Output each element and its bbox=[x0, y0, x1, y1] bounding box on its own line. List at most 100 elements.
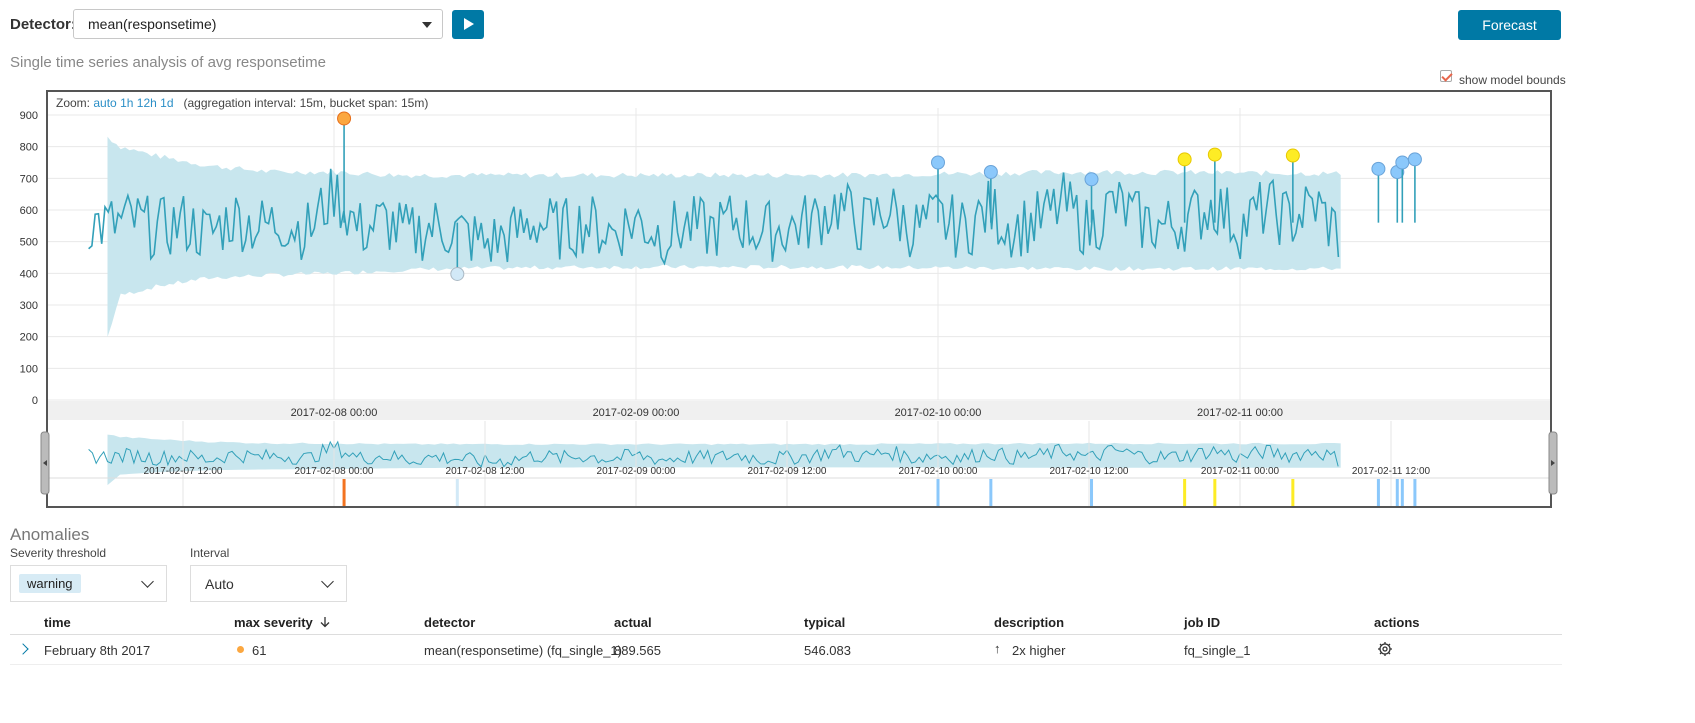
column-header-time[interactable]: time bbox=[44, 615, 71, 630]
swimlane-anomaly-bar bbox=[1213, 479, 1217, 506]
context-x-tick-label: 2017-02-11 12:00 bbox=[1352, 466, 1431, 477]
swimlane-anomaly-bar bbox=[936, 479, 940, 506]
show-model-bounds-toggle[interactable]: show model bounds bbox=[1440, 68, 1566, 87]
swimlane-anomaly-bar bbox=[1183, 479, 1187, 506]
cell-time: February 8th 2017 bbox=[44, 643, 151, 658]
severity-threshold-select[interactable]: warning bbox=[10, 565, 167, 602]
severity-dot-icon bbox=[237, 646, 244, 653]
context-x-tick-label: 2017-02-08 12:00 bbox=[446, 466, 525, 477]
swimlane-anomaly-bar bbox=[1400, 479, 1404, 506]
column-header-description[interactable]: description bbox=[994, 615, 1065, 630]
anomaly-marker bbox=[983, 165, 998, 179]
swimlane-anomaly-bar bbox=[1291, 479, 1295, 506]
context-x-tick-label: 2017-02-11 00:00 bbox=[1201, 466, 1280, 477]
zoom-12h[interactable]: 12h bbox=[136, 96, 157, 110]
swimlane-anomaly-bar bbox=[1090, 479, 1094, 506]
brush-handle-right-arrow-icon bbox=[1551, 460, 1555, 466]
context-x-tick-label: 2017-02-08 00:00 bbox=[295, 466, 374, 477]
swimlane-anomaly-bar bbox=[1376, 479, 1380, 506]
column-header-job-id[interactable]: job ID bbox=[1184, 615, 1221, 630]
cell-typical: 546.083 bbox=[804, 643, 851, 658]
column-header-actual[interactable]: actual bbox=[614, 615, 652, 630]
forecast-button[interactable]: Forecast bbox=[1458, 10, 1561, 40]
y-tick-label: 600 bbox=[20, 205, 38, 217]
anomaly-marker bbox=[1177, 152, 1192, 167]
time-series-chart[interactable]: 0 100 200 300 400 500 600 700 800 900 2017-02-08 0… bbox=[0, 0, 1695, 520]
column-header-max-severity[interactable]: max severity bbox=[234, 615, 331, 630]
show-model-bounds-checkbox[interactable] bbox=[1440, 70, 1452, 82]
table-header-divider bbox=[10, 634, 1562, 635]
cell-job-id: fq_single_1 bbox=[1184, 643, 1251, 658]
chevron-down-icon bbox=[321, 575, 334, 588]
y-tick-label: 0 bbox=[32, 395, 38, 407]
anomaly-marker bbox=[1207, 147, 1222, 162]
sort-arrow-down-icon bbox=[320, 617, 330, 628]
column-header-detector[interactable]: detector bbox=[424, 615, 476, 630]
page-title: Single time series analysis of avg respo… bbox=[10, 54, 326, 71]
brush-handle-left-arrow-icon bbox=[43, 460, 47, 466]
anomaly-marker bbox=[1371, 161, 1386, 176]
context-x-tick-label: 2017-02-07 12:00 bbox=[144, 466, 223, 477]
cell-severity: 61 bbox=[252, 643, 267, 658]
swimlane-anomaly-bar bbox=[342, 479, 346, 506]
context-x-tick-label: 2017-02-09 00:00 bbox=[597, 466, 676, 477]
zoom-1d[interactable]: 1d bbox=[160, 96, 174, 110]
cell-actual: 889.565 bbox=[614, 643, 661, 658]
y-tick-label: 400 bbox=[20, 268, 38, 280]
anomalies-title: Anomalies bbox=[10, 525, 90, 544]
cell-detector: mean(responsetime) (fq_single_1) bbox=[424, 643, 622, 658]
zoom-1h[interactable]: 1h bbox=[120, 96, 134, 110]
play-button[interactable] bbox=[452, 10, 484, 39]
y-tick-label: 100 bbox=[20, 363, 38, 375]
play-icon bbox=[464, 18, 474, 30]
arrow-up-icon: ↑ bbox=[994, 641, 1001, 656]
detector-select[interactable]: mean(responsetime) bbox=[73, 9, 443, 39]
y-tick-label: 500 bbox=[20, 237, 38, 249]
caret-down-icon bbox=[422, 22, 432, 28]
interval-select[interactable]: Auto bbox=[190, 565, 347, 602]
y-tick-label: 200 bbox=[20, 332, 38, 344]
anomaly-marker bbox=[1084, 172, 1099, 187]
column-header-max-severity-label: max severity bbox=[234, 615, 313, 630]
anomaly-marker bbox=[337, 111, 352, 126]
column-header-typical[interactable]: typical bbox=[804, 615, 846, 630]
column-header-actions: actions bbox=[1374, 615, 1420, 630]
zoom-auto[interactable]: auto bbox=[93, 96, 117, 110]
gear-icon[interactable] bbox=[1377, 641, 1393, 657]
context-x-tick-label: 2017-02-10 00:00 bbox=[899, 466, 978, 477]
y-tick-label: 300 bbox=[20, 300, 38, 312]
table-row-divider bbox=[10, 664, 1562, 665]
zoom-prefix: Zoom: bbox=[56, 96, 91, 110]
expand-row-icon[interactable] bbox=[17, 643, 29, 655]
context-series-line bbox=[88, 440, 1339, 468]
swimlane-anomaly-bar bbox=[455, 479, 459, 506]
zoom-controls: Zoom: auto 1h 12h 1d (aggregation interv… bbox=[56, 96, 428, 110]
series-line bbox=[88, 168, 1340, 266]
swimlane-anomaly-bar bbox=[1413, 479, 1417, 506]
severity-threshold-value: warning bbox=[19, 574, 81, 593]
chevron-down-icon bbox=[141, 575, 154, 588]
context-x-tick-label: 2017-02-09 12:00 bbox=[748, 466, 827, 477]
x-tick-label: 2017-02-09 00:00 bbox=[593, 407, 680, 419]
anomaly-marker bbox=[1407, 152, 1422, 167]
detector-select-value: mean(responsetime) bbox=[88, 16, 217, 32]
cell-description: 2x higher bbox=[1012, 643, 1066, 658]
y-tick-label: 900 bbox=[20, 110, 38, 122]
x-axis-band bbox=[48, 401, 1550, 420]
swimlane-anomaly-bar bbox=[1395, 479, 1399, 506]
show-model-bounds-label: show model bounds bbox=[1459, 73, 1566, 87]
anomaly-marker bbox=[1285, 148, 1300, 163]
chart-container bbox=[46, 90, 1552, 508]
detector-label: Detector: bbox=[10, 16, 76, 33]
anomaly-marker bbox=[450, 266, 465, 281]
x-tick-label: 2017-02-10 00:00 bbox=[895, 407, 982, 419]
anomaly-marker bbox=[931, 155, 945, 170]
interval-label: Interval bbox=[190, 546, 230, 560]
model-bounds-area bbox=[107, 136, 1341, 338]
y-tick-label: 800 bbox=[20, 142, 38, 154]
x-tick-label: 2017-02-08 00:00 bbox=[291, 407, 378, 419]
context-x-tick-label: 2017-02-10 12:00 bbox=[1050, 466, 1129, 477]
interval-value: Auto bbox=[205, 576, 234, 592]
swimlane-anomaly-bar bbox=[989, 479, 993, 506]
x-tick-label: 2017-02-11 00:00 bbox=[1197, 407, 1283, 419]
